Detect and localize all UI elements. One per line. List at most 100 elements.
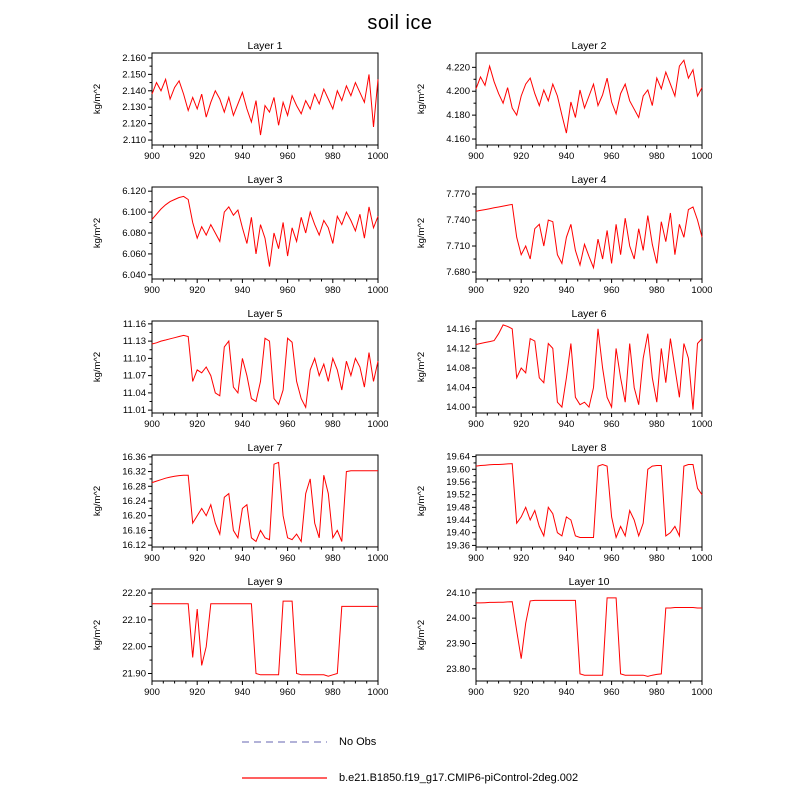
subplot-title: Layer 6	[571, 308, 606, 320]
x-tick-label: 940	[234, 687, 250, 698]
no-obs-label: No Obs	[339, 736, 377, 748]
y-tick-label: 4.160	[446, 134, 470, 145]
x-tick-label: 920	[189, 553, 205, 564]
y-tick-label: 4.200	[446, 86, 470, 97]
y-tick-label: 2.110	[123, 135, 146, 146]
x-tick-label: 1000	[691, 419, 712, 430]
x-tick-label: 920	[513, 687, 529, 698]
y-tick-label: 11.13	[123, 336, 146, 347]
y-tick-label: 2.130	[122, 102, 146, 113]
x-tick-label: 920	[513, 151, 529, 162]
y-axis-label: kg/m^2	[92, 218, 103, 248]
chart-layer-4: Layer 4 7.680 7.710 7.740 7.770 900 920 940 960 9…	[416, 174, 712, 296]
y-axis-label: kg/m^2	[416, 84, 427, 114]
y-tick-label: 7.710	[446, 241, 470, 252]
legend-row-series: b.e21.B1850.f19_g17.CMIP6-piControl-2deg…	[242, 771, 800, 785]
x-tick-label: 900	[144, 151, 160, 162]
x-tick-label: 1000	[367, 151, 388, 162]
subplot-title: Layer 1	[247, 40, 282, 52]
chart-layer-9: Layer 9 21.90 22.00 22.10 22.20 900 920 940 960 9…	[92, 576, 388, 698]
plot-frame	[475, 186, 703, 280]
x-tick-label: 920	[189, 285, 205, 296]
y-tick-label: 11.04	[123, 388, 146, 399]
y-tick-label: 6.100	[122, 207, 146, 218]
series-line	[475, 59, 703, 134]
chart-layer-3: Layer 3 6.040 6.060 6.080 6.100 6.120 900 920 94…	[92, 174, 388, 296]
x-tick-label: 940	[234, 553, 250, 564]
x-tick-label: 960	[604, 151, 620, 162]
x-tick-label: 960	[280, 285, 296, 296]
series-run-label: b.e21.B1850.f19_g17.CMIP6-piControl-2deg…	[339, 772, 579, 784]
y-tick-label: 23.80	[446, 664, 470, 675]
y-tick-label: 14.00	[446, 402, 470, 413]
x-tick-label: 920	[189, 151, 205, 162]
series-line-sample	[242, 777, 327, 779]
chart-layer-1: Layer 1 2.110 2.120 2.130 2.140 2.150 2.160 900…	[92, 40, 388, 162]
x-tick-label: 1000	[691, 553, 712, 564]
x-tick-label: 920	[189, 687, 205, 698]
x-tick-label: 900	[468, 151, 484, 162]
series-line	[476, 597, 702, 677]
x-tick-label: 960	[604, 553, 620, 564]
plot-frame	[151, 186, 379, 280]
y-tick-label: 24.00	[446, 613, 470, 624]
legend: No Obs b.e21.B1850.f19_g17.CMIP6-piContr…	[242, 735, 800, 785]
x-tick-label: 980	[325, 687, 341, 698]
x-tick-label: 1000	[691, 151, 712, 162]
y-tick-label: 22.00	[122, 642, 146, 653]
x-tick-label: 980	[649, 419, 665, 430]
subplot-title: Layer 2	[571, 40, 606, 52]
y-tick-label: 19.36	[446, 540, 470, 551]
subplot-title: Layer 5	[247, 308, 282, 320]
x-tick-label: 900	[468, 419, 484, 430]
plot-frame	[475, 588, 703, 682]
y-axis-label: kg/m^2	[92, 486, 103, 516]
y-tick-label: 4.180	[446, 110, 470, 121]
series-line	[151, 195, 379, 267]
subplot-title: Layer 8	[571, 442, 606, 454]
plot-frame	[151, 588, 379, 682]
y-tick-label: 19.60	[446, 464, 470, 475]
x-tick-label: 980	[649, 151, 665, 162]
series-line	[151, 334, 379, 409]
x-tick-label: 1000	[691, 285, 712, 296]
y-tick-label: 11.07	[123, 371, 146, 382]
chart-layer-7: Layer 7 16.12 16.16 16.20 16.24 16.28 16.32 16.…	[92, 442, 388, 564]
x-tick-label: 920	[513, 553, 529, 564]
y-tick-label: 2.160	[122, 53, 146, 64]
y-tick-label: 14.04	[446, 383, 470, 394]
subplot-title: Layer 7	[247, 442, 282, 454]
y-tick-label: 14.16	[446, 324, 470, 335]
x-tick-label: 980	[649, 687, 665, 698]
y-tick-label: 7.770	[446, 189, 470, 200]
y-tick-label: 23.90	[446, 638, 470, 649]
y-tick-label: 19.64	[446, 452, 470, 463]
x-tick-label: 960	[280, 151, 296, 162]
plot-frame	[475, 454, 703, 548]
y-tick-label: 16.36	[122, 452, 146, 463]
chart-layer-10: Layer 10 23.80 23.90 24.00 24.10 900 920 940 960…	[416, 576, 712, 698]
y-tick-label: 19.52	[446, 490, 470, 501]
x-tick-label: 960	[280, 553, 296, 564]
x-tick-label: 980	[649, 553, 665, 564]
x-tick-label: 900	[144, 285, 160, 296]
y-axis-label: kg/m^2	[92, 352, 103, 382]
x-tick-label: 900	[144, 687, 160, 698]
x-tick-label: 900	[468, 553, 484, 564]
x-tick-label: 960	[280, 419, 296, 430]
y-tick-label: 6.120	[122, 186, 146, 197]
y-axis-label: kg/m^2	[416, 486, 427, 516]
series-line	[151, 74, 379, 136]
chart-layer-2: Layer 2 4.160 4.180 4.200 4.220 900 920 940 960 9…	[416, 40, 712, 162]
y-tick-label: 19.48	[446, 502, 470, 513]
y-tick-label: 2.120	[122, 119, 146, 130]
x-tick-label: 920	[189, 419, 205, 430]
y-tick-label: 16.20	[122, 511, 146, 522]
y-tick-label: 2.140	[122, 86, 146, 97]
plot-frame	[475, 320, 703, 414]
series-line	[475, 463, 703, 540]
x-tick-label: 940	[234, 419, 250, 430]
x-tick-label: 1000	[367, 419, 388, 430]
x-tick-label: 920	[513, 285, 529, 296]
